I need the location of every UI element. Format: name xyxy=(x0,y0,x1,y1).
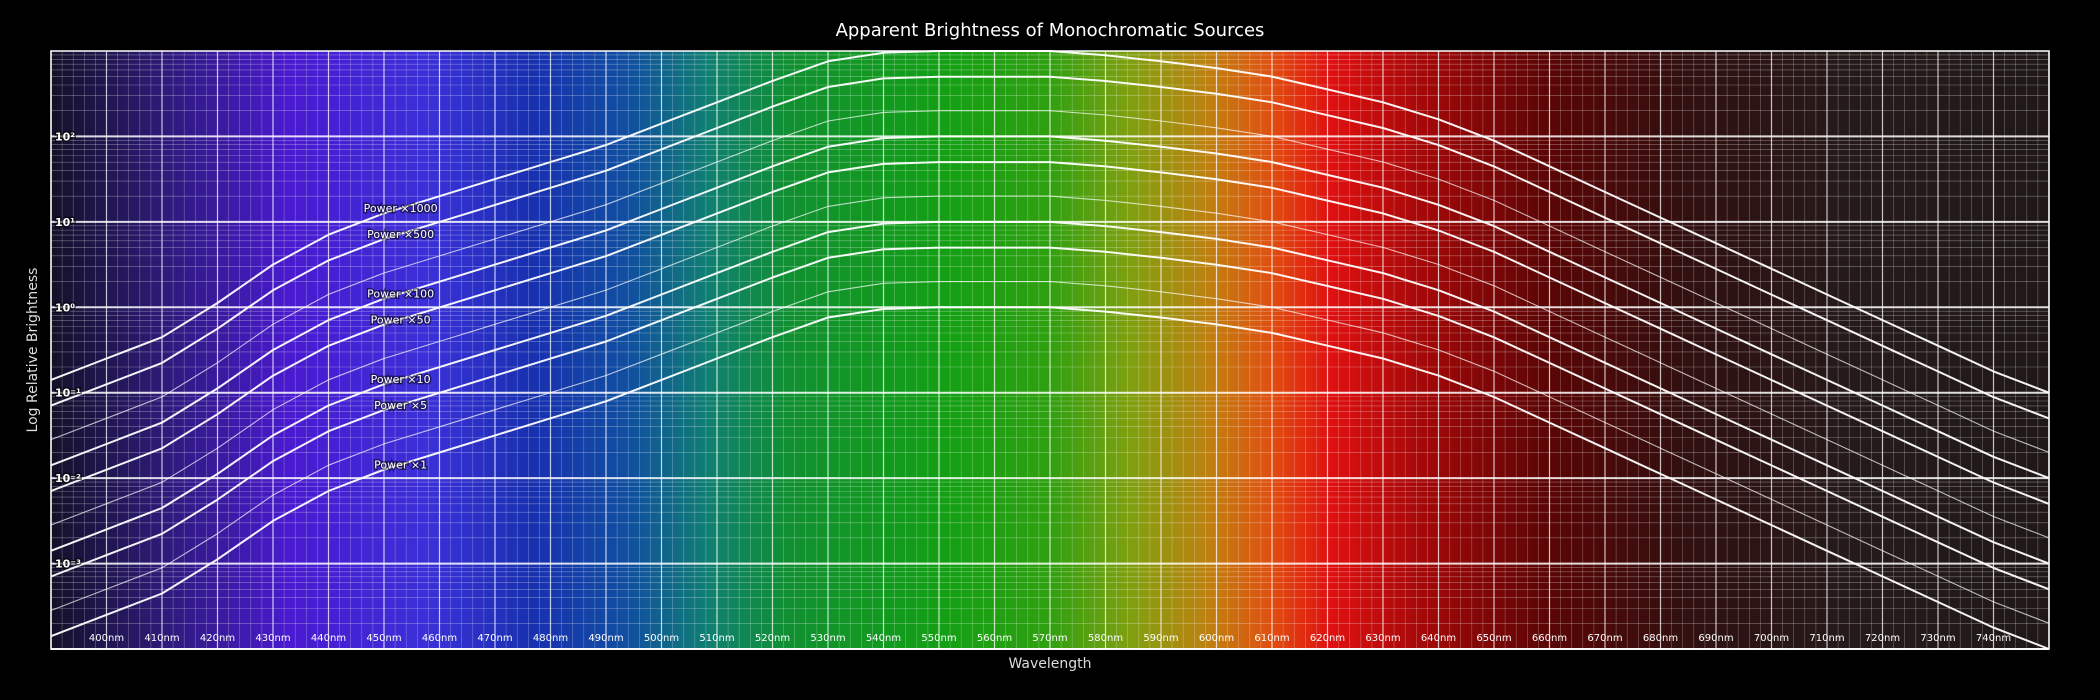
x-axis-ticks: 400nm 410nm 420nm 430nm 440nm 450nm 460nm 470nm… xyxy=(89,633,2011,644)
series-line xyxy=(50,161,2050,505)
x-tick-label: 500nm xyxy=(644,633,679,644)
y-tick-label: 10² xyxy=(55,130,75,143)
series-label: Power ×1 xyxy=(374,458,427,471)
x-tick-label: 530nm xyxy=(810,633,845,644)
plot-frame xyxy=(50,50,2050,650)
x-tick-label: 600nm xyxy=(1199,633,1234,644)
x-tick-label: 680nm xyxy=(1643,633,1678,644)
y-axis-label: Log Relative Brightness xyxy=(25,268,41,433)
x-tick-label: 480nm xyxy=(533,633,568,644)
y-tick-label: 10¹ xyxy=(55,216,75,229)
series-line xyxy=(50,75,2050,420)
x-tick-label: 740nm xyxy=(1976,633,2011,644)
x-tick-label: 580nm xyxy=(1088,633,1123,644)
x-tick-label: 670nm xyxy=(1587,633,1622,644)
x-tick-label: 400nm xyxy=(89,633,124,644)
x-tick-label: 700nm xyxy=(1754,633,1789,644)
x-tick-label: 420nm xyxy=(200,633,235,644)
x-tick-label: 640nm xyxy=(1421,633,1456,644)
series-line xyxy=(50,306,2050,650)
y-tick-label: 10⁻¹ xyxy=(55,387,81,400)
y-axis-ticks: 10² 10¹ 10⁰ 10⁻¹ 10⁻² 10⁻³ xyxy=(54,129,83,572)
series-line xyxy=(50,281,2050,624)
x-tick-label: 520nm xyxy=(755,633,790,644)
x-tick-label: 630nm xyxy=(1365,633,1400,644)
x-tick-label: 650nm xyxy=(1476,633,1511,644)
y-tick-label: 10⁻² xyxy=(55,472,81,485)
x-tick-label: 590nm xyxy=(1143,633,1178,644)
series-label: Power ×50 xyxy=(371,313,431,326)
x-axis-label: Wavelength xyxy=(1008,656,1091,672)
y-tick-label: 10⁻³ xyxy=(55,558,81,571)
x-tick-label: 540nm xyxy=(866,633,901,644)
x-tick-label: 560nm xyxy=(977,633,1012,644)
series-line xyxy=(50,135,2050,480)
series-label: Power ×1000 xyxy=(364,202,438,215)
series-labels: Power ×1 Power ×5 Power ×10 Power ×50 Power … xyxy=(362,201,439,473)
series-line xyxy=(50,110,2050,453)
x-tick-label: 470nm xyxy=(477,633,512,644)
series-label: Power ×5 xyxy=(374,399,427,412)
x-tick-label: 550nm xyxy=(921,633,956,644)
series-line xyxy=(50,195,2050,539)
x-tick-label: 410nm xyxy=(144,633,179,644)
x-tick-label: 460nm xyxy=(422,633,457,644)
x-tick-label: 710nm xyxy=(1809,633,1844,644)
x-tick-label: 660nm xyxy=(1532,633,1567,644)
x-tick-label: 610nm xyxy=(1254,633,1289,644)
series-label: Power ×100 xyxy=(367,288,434,301)
series-line xyxy=(50,246,2050,591)
x-tick-label: 720nm xyxy=(1865,633,1900,644)
series-label: Power ×500 xyxy=(367,228,434,241)
y-tick-label: 10⁰ xyxy=(55,301,75,314)
x-tick-label: 510nm xyxy=(699,633,734,644)
x-tick-label: 690nm xyxy=(1698,633,1733,644)
x-tick-label: 490nm xyxy=(588,633,623,644)
chart-title: Apparent Brightness of Monochromatic Sou… xyxy=(836,20,1265,41)
x-tick-label: 430nm xyxy=(255,633,290,644)
x-tick-label: 450nm xyxy=(366,633,401,644)
series-line xyxy=(50,220,2050,565)
x-tick-label: 620nm xyxy=(1310,633,1345,644)
x-tick-label: 570nm xyxy=(1032,633,1067,644)
x-tick-label: 440nm xyxy=(311,633,346,644)
brightness-curves xyxy=(50,50,2050,650)
series-label: Power ×10 xyxy=(371,373,431,386)
x-tick-label: 730nm xyxy=(1920,633,1955,644)
